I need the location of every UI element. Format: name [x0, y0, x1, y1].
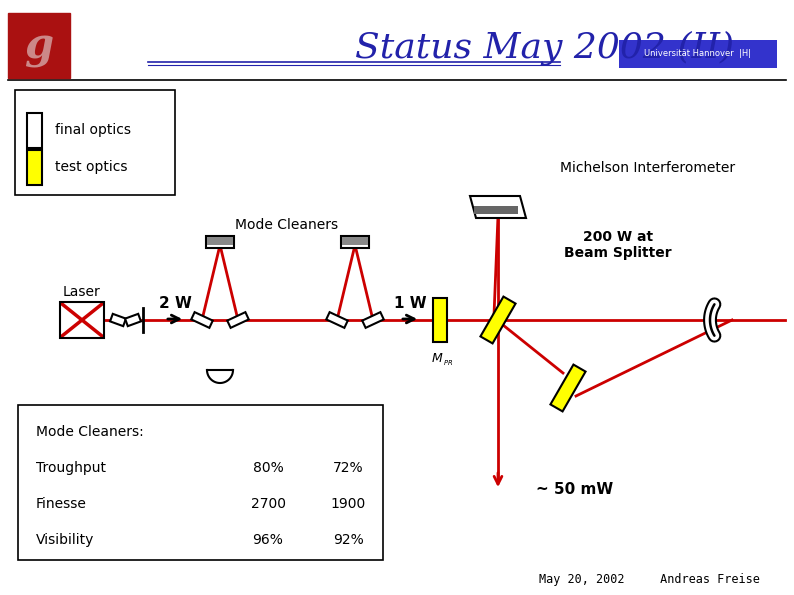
Bar [27, 113, 42, 148]
Bar [341, 236, 369, 248]
Polygon shape [362, 312, 384, 328]
Polygon shape [227, 312, 249, 328]
Text: 2 W: 2 W [159, 296, 191, 312]
Polygon shape [326, 312, 348, 328]
Text: 1900: 1900 [330, 497, 365, 511]
Polygon shape [110, 314, 126, 326]
Polygon shape [470, 196, 526, 218]
Text: Mode Cleaners:: Mode Cleaners: [36, 425, 144, 439]
Bar [60, 302, 104, 338]
Polygon shape [125, 314, 141, 326]
Text: Visibility: Visibility [36, 533, 94, 547]
Text: 80%: 80% [252, 461, 283, 475]
Text: 96%: 96% [252, 533, 283, 547]
Text: Laser: Laser [64, 285, 101, 299]
Text: g: g [25, 26, 53, 68]
Text: Status May 2002 (II): Status May 2002 (II) [355, 31, 734, 65]
Text: $_{PR}$: $_{PR}$ [443, 358, 453, 368]
Text: 72%: 72% [333, 461, 364, 475]
Polygon shape [191, 312, 213, 328]
Text: Michelson Interferometer: Michelson Interferometer [561, 161, 735, 175]
Text: ~ 50 mW: ~ 50 mW [537, 483, 614, 497]
Text: Troughput: Troughput [36, 461, 106, 475]
Bar [15, 90, 175, 195]
Bar [619, 40, 777, 68]
Bar [27, 150, 42, 185]
Bar [433, 298, 447, 342]
Text: 200 W at
Beam Splitter: 200 W at Beam Splitter [565, 230, 672, 260]
Bar [474, 206, 518, 214]
Text: final optics: final optics [55, 123, 131, 137]
Polygon shape [480, 296, 515, 343]
Text: 92%: 92% [333, 533, 364, 547]
Text: Mode Cleaners: Mode Cleaners [236, 218, 338, 232]
Text: test optics: test optics [55, 160, 128, 174]
Text: Universität Hannover  |H|: Universität Hannover |H| [645, 49, 752, 58]
Bar [207, 237, 233, 245]
Text: Finesse: Finesse [36, 497, 87, 511]
Polygon shape [550, 365, 585, 411]
Bar [18, 405, 383, 560]
Text: May 20, 2002     Andreas Freise: May 20, 2002 Andreas Freise [539, 574, 760, 587]
Text: 2700: 2700 [250, 497, 286, 511]
Text: 1 W: 1 W [394, 296, 426, 312]
Text: $M$: $M$ [431, 352, 443, 365]
Bar [206, 236, 234, 248]
Bar [342, 237, 368, 245]
Bar [8, 13, 70, 78]
